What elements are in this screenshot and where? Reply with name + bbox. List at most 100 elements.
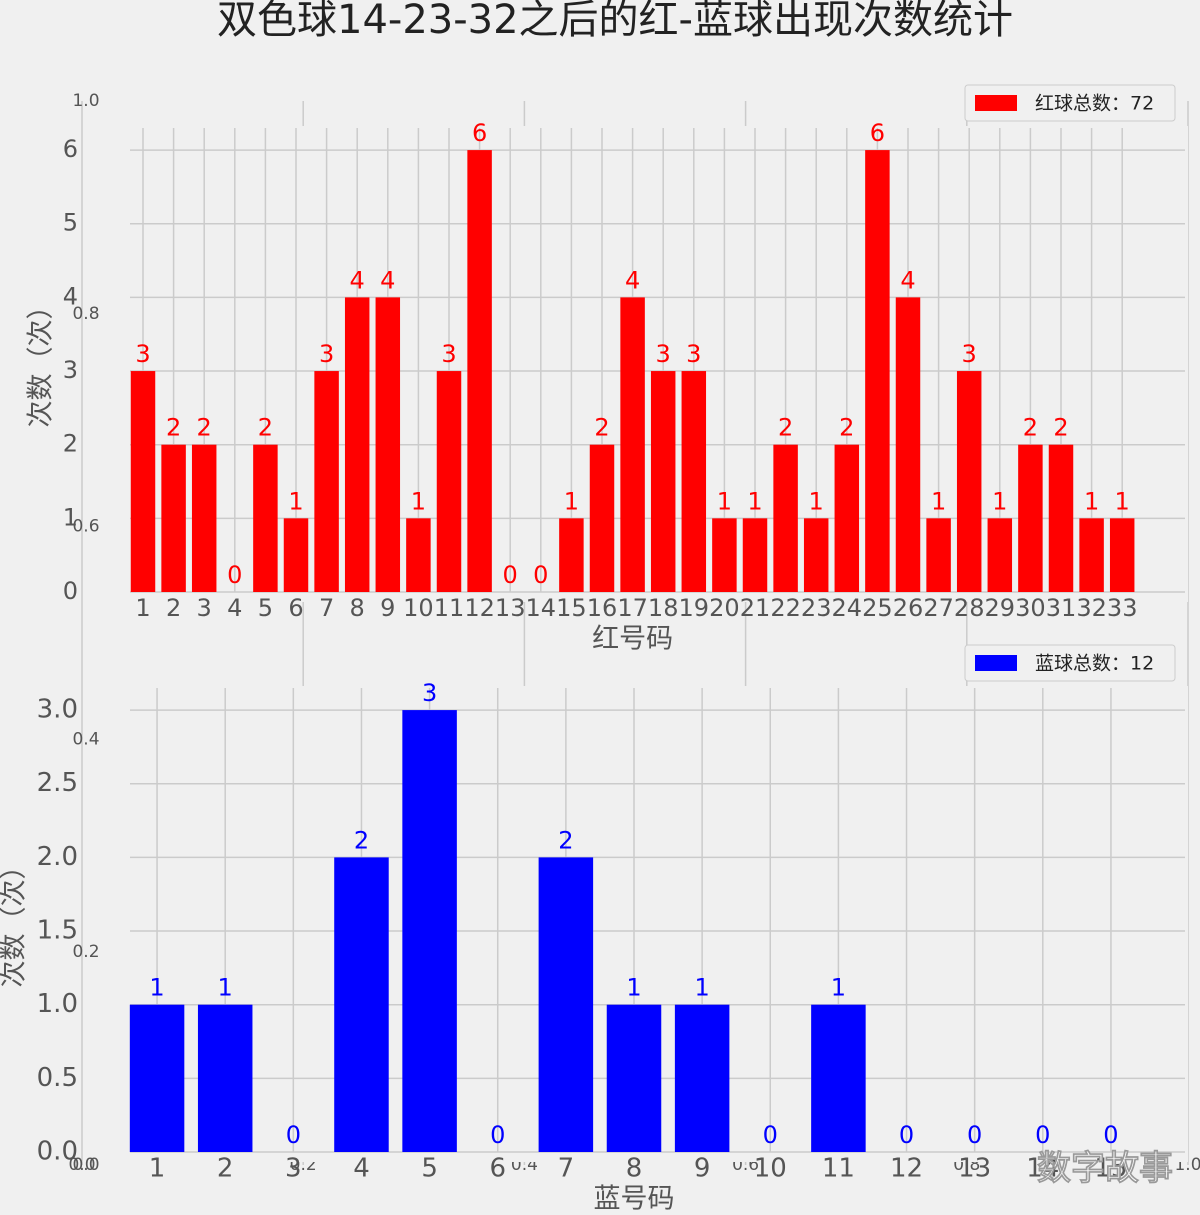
y-tick-label: 0 [63, 577, 78, 605]
x-tick-label: 31 [1046, 594, 1077, 622]
value-label: 4 [350, 266, 365, 294]
bar [589, 444, 615, 592]
x-tick-label: 17 [617, 594, 648, 622]
bar [987, 518, 1013, 592]
x-axis-label: 蓝号码 [594, 1184, 675, 1215]
x-tick-label: 2 [166, 594, 181, 622]
bar [406, 518, 431, 592]
bar [674, 1004, 730, 1152]
y-tick-label: 3.0 [37, 695, 78, 725]
value-label: 1 [694, 974, 709, 1002]
value-label: 6 [870, 119, 885, 147]
value-label: 4 [380, 266, 395, 294]
x-tick-label: 29 [985, 594, 1016, 622]
value-label: 1 [809, 487, 824, 515]
y-tick-label: 5 [63, 209, 78, 237]
x-tick-label: 11 [822, 1154, 855, 1184]
bar [712, 518, 737, 592]
x-tick-label: 10 [754, 1154, 787, 1184]
bar [895, 297, 921, 592]
x-tick-label: 9 [694, 1154, 711, 1184]
bg-y-tick-label: 0.2 [72, 942, 99, 962]
x-tick-label: 9 [380, 594, 395, 622]
x-tick-label: 22 [770, 594, 801, 622]
value-label: 3 [135, 340, 150, 368]
value-label: 0 [967, 1121, 982, 1149]
y-tick-label: 3 [63, 356, 78, 384]
bar [375, 297, 401, 592]
value-label: 1 [1084, 487, 1099, 515]
y-tick-label: 0.5 [37, 1063, 78, 1093]
value-label: 0 [899, 1121, 914, 1149]
value-label: 0 [286, 1121, 301, 1149]
x-tick-label: 19 [679, 594, 710, 622]
y-tick-label: 1.5 [37, 916, 78, 946]
value-label: 1 [717, 487, 732, 515]
value-label: 3 [319, 340, 334, 368]
x-tick-label: 4 [227, 594, 242, 622]
x-tick-label: 27 [923, 594, 954, 622]
bar [620, 297, 645, 592]
bar [130, 371, 156, 592]
value-label: 0 [1035, 1121, 1050, 1149]
value-label: 0 [1103, 1121, 1118, 1149]
bar [865, 150, 890, 592]
x-tick-label: 1 [135, 594, 150, 622]
value-label: 3 [441, 340, 456, 368]
bar [253, 444, 278, 592]
value-label: 1 [1115, 487, 1130, 515]
y-axis-label: 次数（次） [26, 293, 57, 428]
bar [344, 297, 370, 592]
bar [834, 444, 860, 592]
x-tick-label: 1 [149, 1154, 166, 1184]
bar [161, 444, 186, 592]
value-label: 3 [656, 340, 671, 368]
value-label: 1 [288, 487, 303, 515]
value-label: 2 [166, 414, 181, 442]
value-label: 6 [472, 119, 487, 147]
x-tick-label: 18 [648, 594, 679, 622]
bg-y-tick-label: 0.0 [72, 1155, 99, 1175]
bar [559, 518, 584, 592]
bg-y-tick-label: 0.8 [72, 304, 99, 324]
x-tick-label: 16 [587, 594, 618, 622]
x-tick-label: 25 [862, 594, 893, 622]
x-tick-label: 20 [709, 594, 740, 622]
value-label: 0 [490, 1121, 505, 1149]
x-tick-label: 7 [319, 594, 334, 622]
bar [191, 444, 217, 592]
bg-x-tick-label: 0.0 [68, 1155, 95, 1175]
x-tick-label: 15 [556, 594, 587, 622]
watermark: 数字故事 [1037, 1149, 1173, 1189]
x-tick-label: 8 [350, 594, 365, 622]
x-tick-label: 13 [958, 1154, 991, 1184]
y-axis-label: 次数（次） [0, 853, 30, 988]
bar [436, 371, 462, 592]
x-tick-label: 30 [1015, 594, 1046, 622]
value-label: 4 [625, 266, 640, 294]
legend-swatch [975, 95, 1017, 111]
value-label: 1 [411, 487, 426, 515]
bg-y-tick-label: 0.4 [72, 729, 99, 749]
bar [1048, 444, 1074, 592]
legend-box [964, 644, 1176, 682]
x-tick-label: 5 [258, 594, 273, 622]
value-label: 2 [778, 414, 793, 442]
x-tick-label: 23 [801, 594, 832, 622]
y-tick-label: 0.0 [37, 1137, 78, 1167]
x-tick-label: 7 [558, 1154, 575, 1184]
value-label: 3 [686, 340, 701, 368]
x-tick-label: 5 [421, 1154, 438, 1184]
legend-box [964, 84, 1176, 122]
x-tick-label: 28 [954, 594, 985, 622]
x-tick-label: 26 [893, 594, 924, 622]
x-tick-label: 14 [1026, 1154, 1059, 1184]
figure-title: 双色球14-23-32之后的红-蓝球出现次数统计 [217, 0, 1013, 43]
x-tick-label: 21 [740, 594, 771, 622]
y-tick-label: 2.5 [37, 768, 78, 798]
y-tick-label: 2 [63, 430, 78, 458]
value-label: 1 [992, 487, 1007, 515]
value-label: 2 [558, 826, 573, 854]
